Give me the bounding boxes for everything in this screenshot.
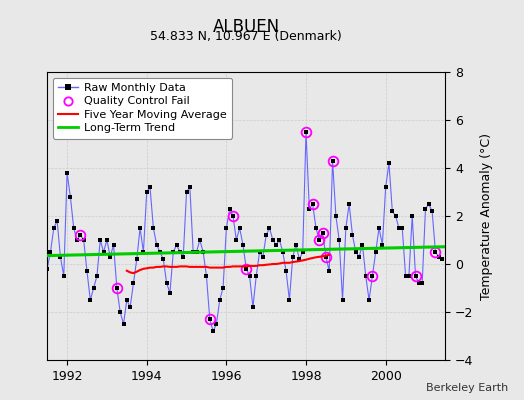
Y-axis label: Temperature Anomaly (°C): Temperature Anomaly (°C) — [481, 132, 494, 300]
Text: 54.833 N, 10.967 E (Denmark): 54.833 N, 10.967 E (Denmark) — [150, 30, 342, 43]
Text: ALBUEN: ALBUEN — [213, 18, 280, 36]
Legend: Raw Monthly Data, Quality Control Fail, Five Year Moving Average, Long-Term Tren: Raw Monthly Data, Quality Control Fail, … — [53, 78, 232, 139]
Text: Berkeley Earth: Berkeley Earth — [426, 383, 508, 393]
